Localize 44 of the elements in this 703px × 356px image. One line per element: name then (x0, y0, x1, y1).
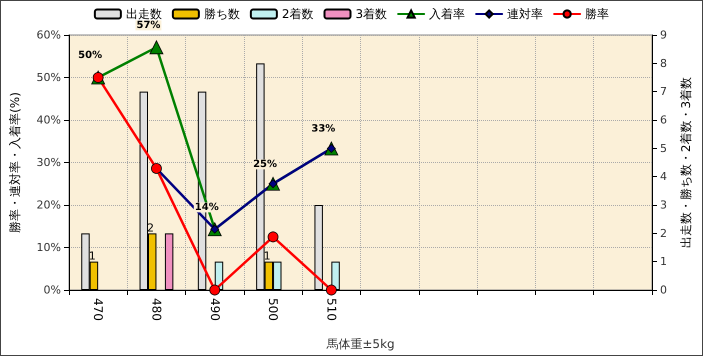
point (209, 284, 220, 296)
x-tick-label: 500 (266, 298, 280, 321)
x-tick-label: 470 (91, 298, 106, 321)
x-tick-label: 490 (208, 298, 222, 321)
y-tick-label: 30% (36, 156, 61, 169)
legend-label: 出走数 (126, 7, 162, 21)
legend-label: 3着数 (356, 7, 388, 21)
y-axis-title: 勝率・連対率・入着率(%) (8, 92, 22, 233)
x-tick-label: 480 (149, 298, 164, 321)
y2-tick-label: 9 (660, 28, 667, 42)
data-label: 2 (146, 221, 154, 234)
point (326, 284, 337, 296)
legend-label: 勝ち数 (204, 7, 240, 21)
y-tick-label: 20% (36, 198, 61, 212)
y2-tick-label: 7 (660, 85, 667, 98)
y2-tick-label: 6 (660, 114, 667, 126)
data-label: 57% (136, 20, 160, 31)
legend-label: 連対率 (507, 7, 544, 21)
point (268, 231, 278, 242)
y2-tick-label: 0 (660, 284, 667, 296)
legend-label: 勝率 (585, 7, 610, 21)
y2-tick-label: 8 (660, 56, 667, 70)
y-tick-label: 60% (36, 28, 61, 42)
legend-label: 2着数 (282, 7, 314, 21)
y2-tick-label: 2 (660, 226, 667, 240)
data-label: 25% (253, 158, 278, 170)
legend-label: 入着率 (429, 7, 466, 21)
point (150, 40, 164, 54)
data-label: 14% (194, 202, 219, 213)
y2-tick-label: 3 (660, 198, 667, 212)
y-tick-label: 0% (44, 284, 61, 296)
y-tick-label: 10% (36, 241, 61, 254)
y2-tick-label: 1 (660, 255, 667, 268)
data-label: 33% (311, 124, 336, 135)
y2-tick-label: 4 (660, 170, 667, 184)
y2-tick-label: 5 (660, 142, 667, 155)
data-label: 1 (264, 250, 271, 263)
y-tick-label: 40% (36, 114, 61, 126)
x-axis-title: 馬体重±5kg (325, 337, 395, 351)
data-label: 50% (78, 50, 102, 62)
x-tick-label: 510 (324, 298, 338, 321)
data-label: 1 (88, 250, 96, 263)
y-tick-label: 50% (36, 71, 61, 84)
y2-axis-title: 出走数・勝ち数・2着数・3着数 (679, 76, 693, 248)
